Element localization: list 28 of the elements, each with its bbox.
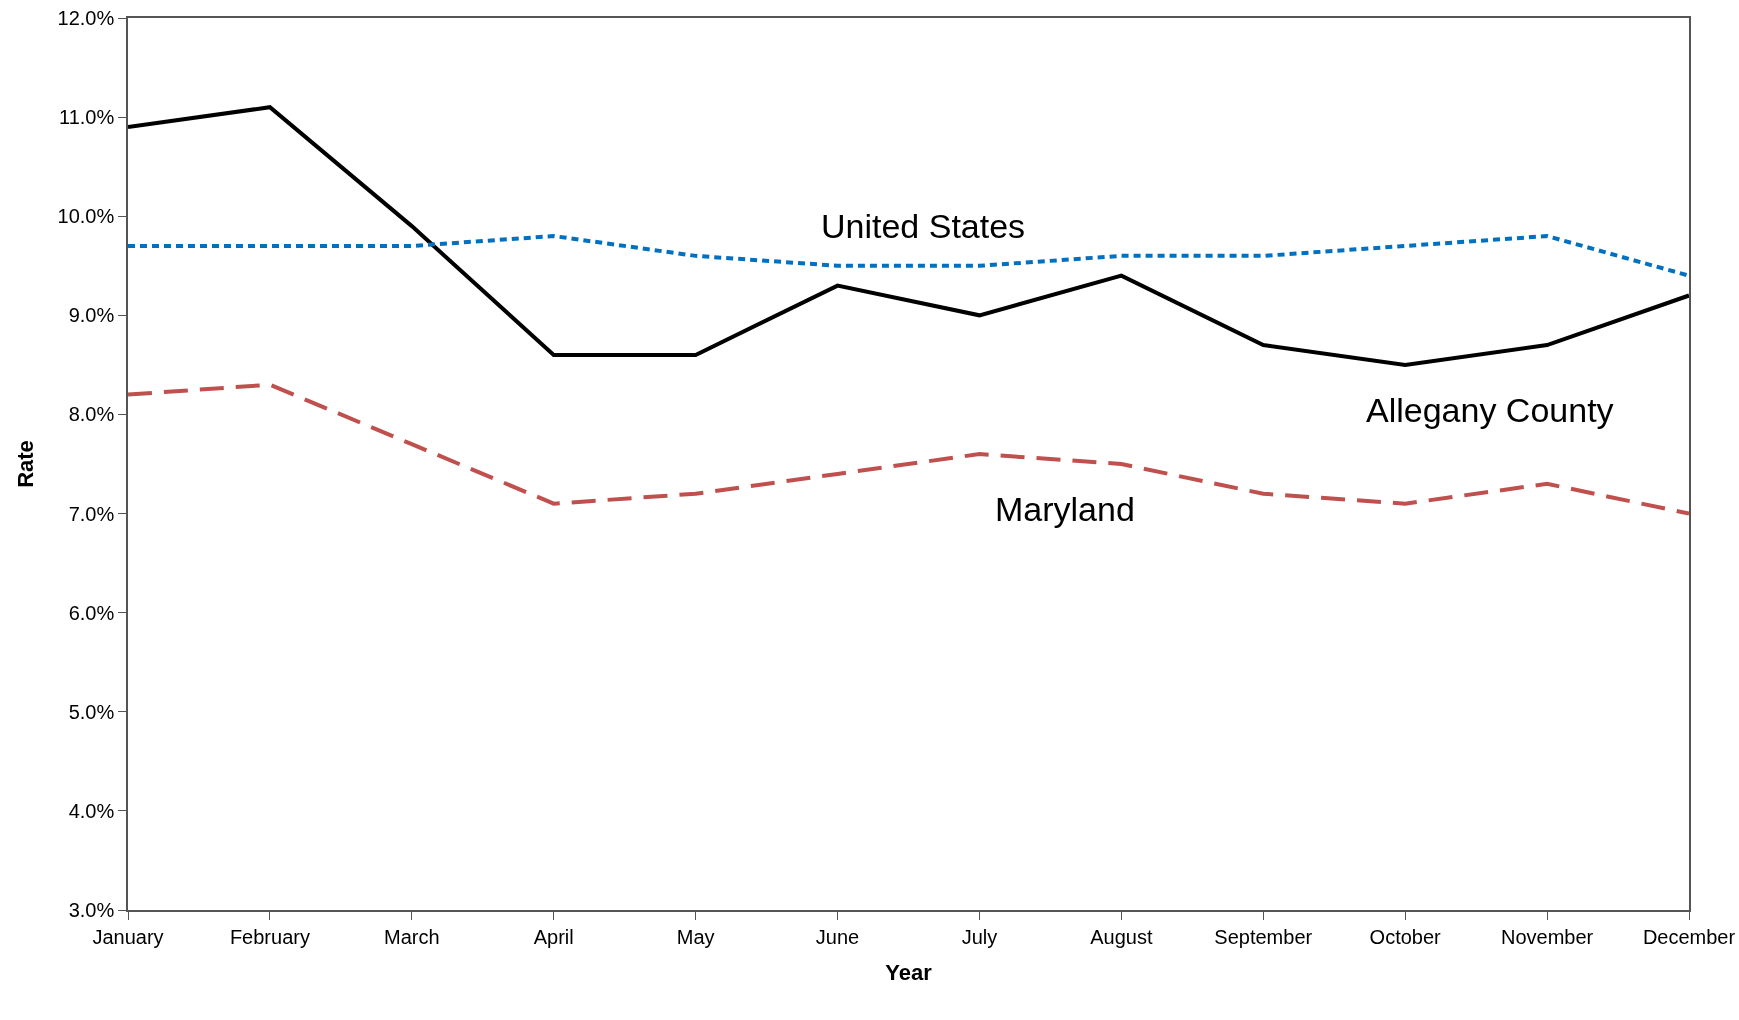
x-axis-title: Year — [885, 960, 933, 986]
x-tick-label: April — [533, 925, 574, 948]
x-tick-label: January — [92, 925, 164, 948]
x-tick-label: August — [1090, 925, 1153, 948]
x-tick-label: March — [384, 925, 440, 948]
y-tick-label: 3.0% — [68, 899, 115, 921]
x-tick-label: June — [815, 925, 860, 948]
y-tick-label: 5.0% — [68, 700, 115, 723]
x-tick-label: December — [1642, 925, 1736, 948]
x-tick-label: October — [1369, 925, 1442, 948]
y-tick-label: 11.0% — [59, 106, 115, 129]
line-series — [128, 105, 1689, 367]
y-tick-label: 9.0% — [68, 304, 115, 327]
y-axis-title: Rate — [12, 440, 38, 488]
x-tick-label: November — [1500, 925, 1594, 948]
y-tick-label: 8.0% — [68, 403, 115, 426]
y-tick-label: 4.0% — [68, 799, 115, 822]
y-tick-label: 7.0% — [68, 502, 115, 525]
y-tick-label: 6.0% — [68, 601, 115, 624]
x-tick-label: February — [229, 925, 310, 948]
x-tick-label: May — [676, 925, 715, 948]
x-tick-label: September — [1214, 925, 1313, 948]
x-tick-label: July — [961, 925, 998, 948]
series-label: United States — [821, 207, 1026, 245]
series-label: Maryland — [995, 490, 1135, 528]
series-label: Allegany County — [1366, 391, 1614, 429]
y-tick-label: 10.0% — [57, 205, 115, 228]
y-tick-label: 12.0% — [57, 7, 115, 29]
